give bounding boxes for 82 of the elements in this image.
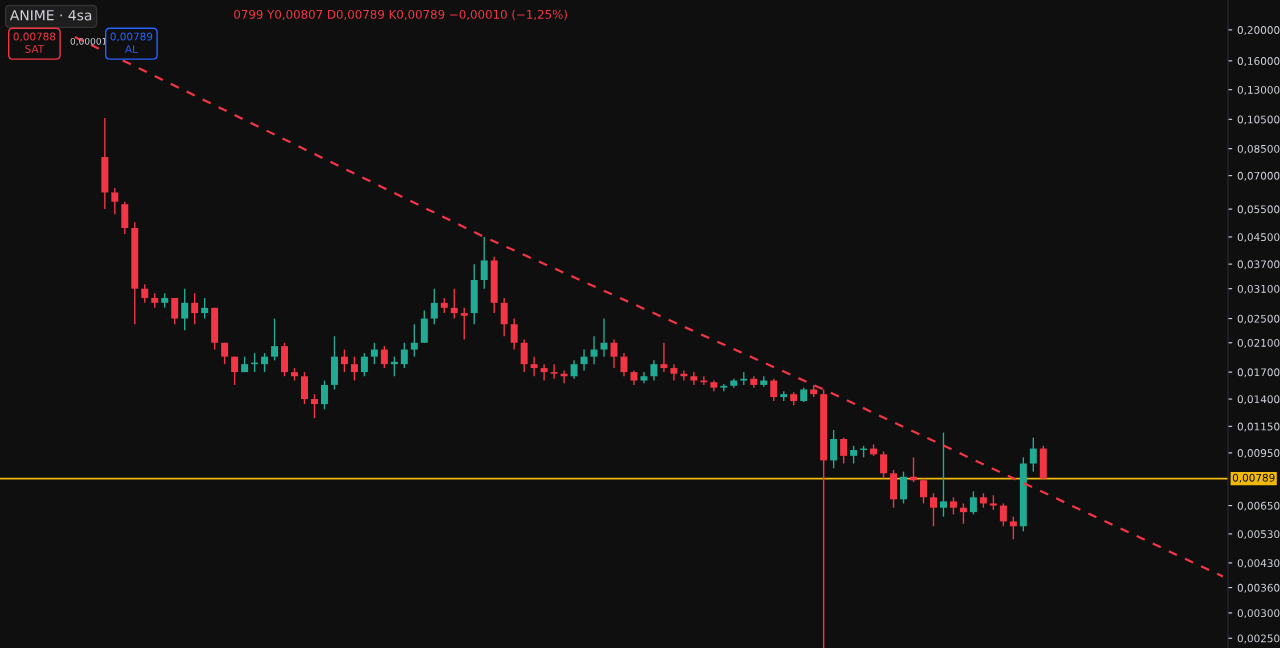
candlestick	[480, 236, 488, 290]
candlestick	[410, 323, 418, 358]
candlestick	[310, 393, 318, 419]
y-tick-label: 0,02100	[1237, 338, 1280, 348]
y-tick-label: 0,02500	[1237, 314, 1280, 324]
candlestick	[880, 450, 888, 480]
candlestick	[121, 201, 129, 235]
annotation: 0,00001	[70, 37, 107, 46]
candlestick	[181, 287, 189, 331]
candlestick	[111, 187, 119, 215]
candlestick	[201, 297, 209, 320]
y-tick-label: 0,16000	[1237, 57, 1280, 67]
candlestick	[830, 429, 838, 470]
candlestick	[939, 431, 947, 518]
candlestick	[770, 378, 778, 402]
candlestick	[1009, 515, 1017, 540]
candlestick	[380, 345, 388, 369]
y-tick-label: 0,00360	[1237, 583, 1280, 593]
candlestick	[261, 352, 269, 373]
ref-line-label: 0,00789	[1232, 473, 1275, 483]
candlestick	[959, 502, 967, 525]
candlestick	[900, 470, 908, 505]
candlestick	[550, 363, 558, 380]
candlestick	[500, 297, 508, 337]
candlestick	[450, 287, 458, 320]
y-tick-label: 0,00950	[1237, 449, 1280, 459]
candlestick	[171, 297, 179, 325]
candlestick	[530, 355, 538, 377]
candlestick	[1029, 436, 1037, 473]
annotation: 0,00789	[110, 32, 153, 42]
y-tick-label: 0,00530	[1237, 530, 1280, 540]
candlestick	[580, 348, 588, 372]
candlestick	[600, 317, 608, 358]
candlestick	[301, 371, 308, 405]
y-tick-label: 0,20000	[1237, 26, 1280, 36]
y-tick-label: 0,03100	[1237, 284, 1280, 294]
candlestick	[340, 348, 348, 373]
candlestick	[969, 490, 977, 516]
y-tick-label: 0,00650	[1237, 501, 1280, 511]
y-tick-label: 0,00300	[1237, 609, 1280, 619]
y-tick-label: 0,01700	[1237, 368, 1280, 378]
text: ANIME · 4sa	[9, 10, 92, 21]
y-tick-label: 0,03700	[1237, 260, 1280, 270]
candlestick	[999, 502, 1007, 527]
candlestick	[271, 317, 279, 362]
candlestick	[840, 436, 848, 465]
candlestick	[570, 359, 578, 380]
candlestick	[540, 363, 548, 382]
annotation: 0799 Y0,00807 D0,00789 K0,00789 −0,00010 (−1,25%)	[234, 9, 567, 21]
y-tick-label: 0,01150	[1237, 422, 1280, 432]
y-tick-label: 0,00250	[1237, 634, 1280, 644]
candlestick	[620, 352, 628, 377]
y-tick-label: 0,08500	[1237, 144, 1280, 154]
y-tick-label: 0,01400	[1237, 395, 1280, 405]
y-tick-label: 0,00430	[1237, 559, 1280, 569]
candlestick	[191, 292, 199, 325]
candlestick	[430, 287, 438, 325]
y-tick-label: 0,07000	[1237, 171, 1280, 181]
annotation: 0,00788	[13, 32, 56, 42]
candlestick	[360, 352, 368, 377]
y-tick-label: 0,10500	[1237, 115, 1280, 125]
candlestick	[520, 338, 528, 373]
annotation: AL	[125, 45, 138, 53]
candlestick	[920, 477, 927, 505]
candlestick	[231, 355, 239, 386]
candlestick	[460, 307, 468, 341]
candlestick	[510, 317, 518, 351]
y-tick-label: 0,13000	[1237, 85, 1280, 95]
y-tick-label: 0,05500	[1237, 205, 1280, 215]
candlestick	[670, 363, 678, 382]
annotation: SAT	[25, 45, 45, 53]
candlestick	[660, 342, 668, 373]
candlestick	[141, 283, 149, 304]
candlestick	[590, 335, 598, 365]
candlestick	[320, 379, 328, 411]
candlestick	[929, 492, 937, 527]
candlestick	[720, 383, 728, 393]
candlestick	[350, 355, 358, 382]
y-tick-label: 0,04500	[1237, 233, 1280, 243]
candlestick	[400, 342, 408, 369]
candlestick	[650, 359, 658, 382]
candlestick	[370, 342, 378, 365]
